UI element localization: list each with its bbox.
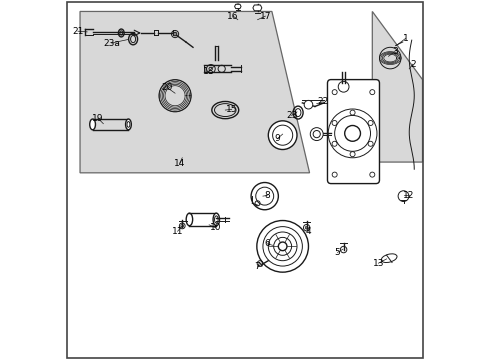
Text: 19: 19 (92, 114, 104, 123)
Text: 13: 13 (373, 259, 384, 268)
Circle shape (257, 221, 309, 272)
Text: 9: 9 (274, 134, 280, 143)
Text: 11: 11 (172, 227, 183, 236)
Text: 18: 18 (203, 67, 214, 76)
Text: 5: 5 (335, 248, 341, 257)
Text: 7: 7 (255, 262, 260, 271)
Text: 23a: 23a (103, 39, 120, 48)
Text: 10: 10 (210, 223, 221, 232)
Text: 15: 15 (226, 105, 238, 114)
Ellipse shape (125, 119, 131, 130)
Circle shape (269, 121, 297, 149)
Polygon shape (253, 5, 262, 11)
Ellipse shape (186, 213, 193, 226)
Text: 22: 22 (318, 97, 329, 106)
Circle shape (251, 183, 278, 210)
Polygon shape (80, 12, 310, 173)
Text: 3: 3 (392, 47, 398, 56)
Text: 16: 16 (227, 12, 239, 21)
Circle shape (304, 100, 313, 109)
Circle shape (310, 128, 323, 140)
Text: 17: 17 (260, 12, 271, 21)
Text: 6: 6 (265, 239, 270, 248)
Text: 23: 23 (286, 111, 297, 120)
Ellipse shape (90, 119, 96, 130)
Text: 14: 14 (174, 159, 185, 168)
Circle shape (173, 32, 177, 36)
Text: 21: 21 (72, 27, 84, 36)
Ellipse shape (213, 213, 220, 226)
FancyBboxPatch shape (327, 80, 379, 184)
Polygon shape (235, 4, 241, 9)
Text: 12: 12 (403, 191, 415, 200)
Text: 4: 4 (306, 227, 312, 236)
Text: 2: 2 (410, 60, 416, 69)
Text: 20: 20 (162, 83, 173, 92)
Text: 1: 1 (403, 34, 409, 43)
Polygon shape (372, 12, 422, 162)
Text: 8: 8 (265, 191, 270, 200)
